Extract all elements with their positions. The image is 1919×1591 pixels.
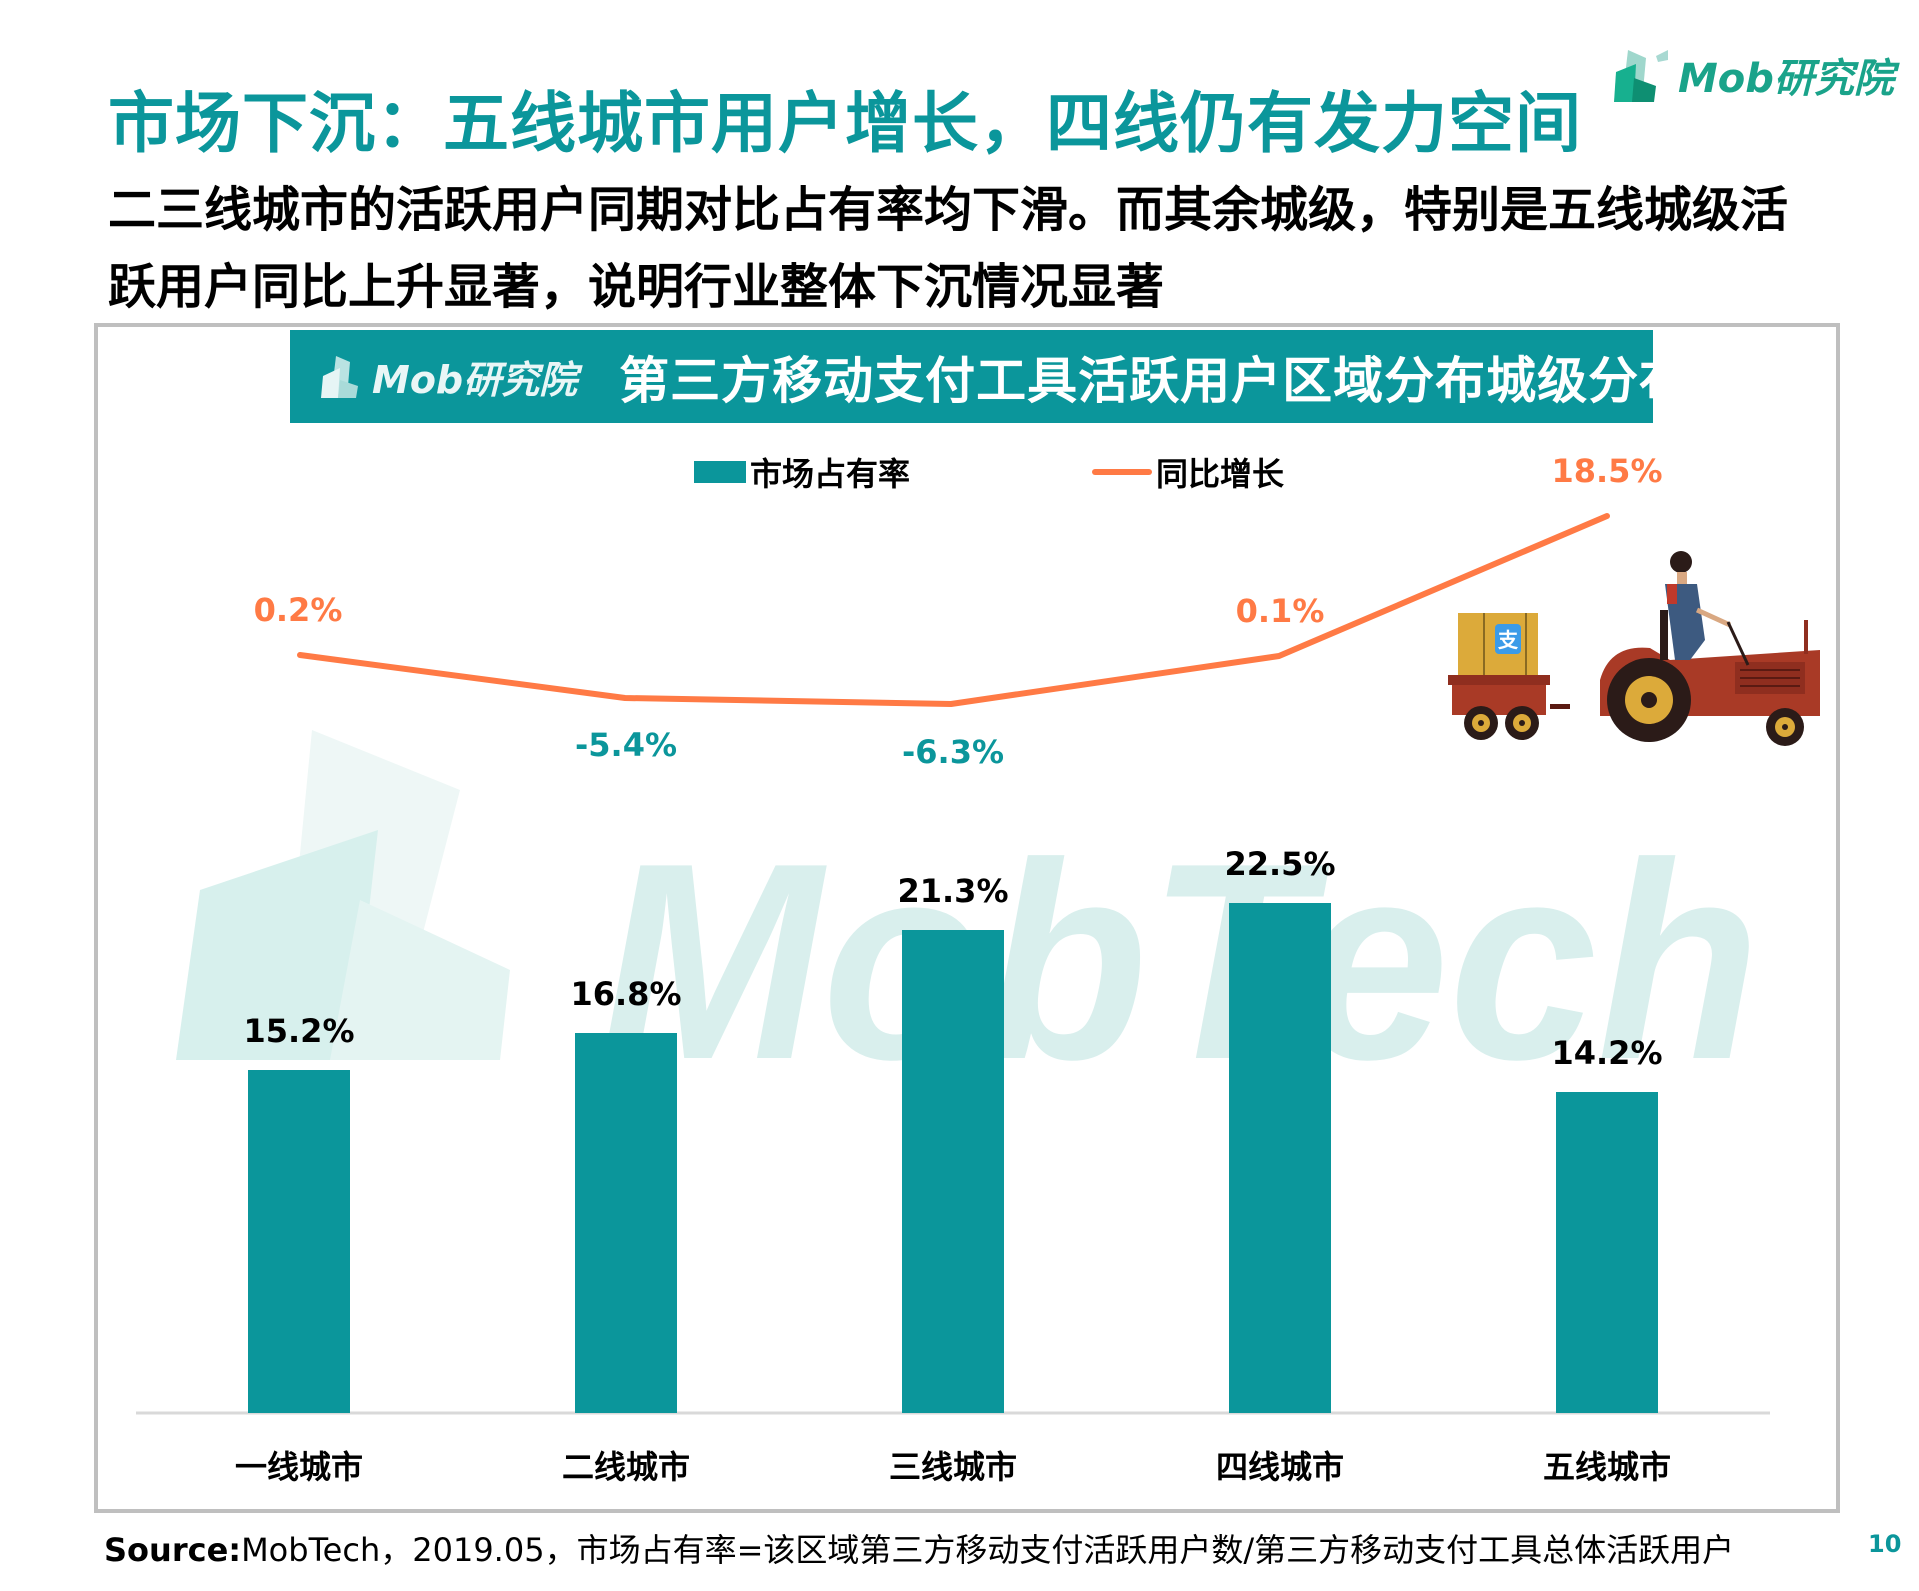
svg-text:支: 支	[1498, 628, 1519, 652]
legend-bar-swatch-icon	[694, 461, 746, 483]
growth-label-tier2: -5.4%	[575, 726, 677, 764]
tractor-illustration-icon: 支	[1448, 551, 1820, 746]
bar-label-tier4: 22.5%	[1224, 845, 1335, 883]
source-note: Source:MobTech，2019.05，市场占有率=该区域第三方移动支付活…	[104, 1525, 1734, 1571]
chart-banner-brand: Mob研究院	[320, 349, 577, 404]
bar-tier4	[1229, 903, 1331, 1413]
source-text: MobTech，2019.05，市场占有率=该区域第三方移动支付活跃用户数/第三…	[241, 1531, 1735, 1569]
category-label-tier3: 三线城市	[889, 1448, 1017, 1486]
page-title: 市场下沉：五线城市用户增长，四线仍有发力空间	[108, 85, 1582, 162]
category-label-tier4: 四线城市	[1216, 1448, 1344, 1486]
brand-name: Mob研究院	[1678, 56, 1894, 102]
bar-label-tier3: 21.3%	[897, 872, 1008, 910]
watermark-logo-icon	[176, 730, 510, 1060]
bar-tier1	[248, 1070, 350, 1413]
growth-line	[297, 513, 1610, 707]
chart-title: 第三方移动支付工具活跃用户区域分布城级分布	[619, 351, 1691, 410]
bar-label-tier5: 14.2%	[1551, 1034, 1662, 1072]
brand-logo: Mob研究院	[1612, 40, 1894, 110]
alipay-icon	[1495, 624, 1521, 654]
growth-label-tier4: 0.1%	[1236, 592, 1325, 630]
growth-label-tier5: 18.5%	[1551, 452, 1662, 490]
legend-item-yoy-growth: 同比增长	[1092, 452, 1285, 493]
source-label: Source:	[104, 1531, 242, 1569]
bar-series	[248, 903, 1658, 1413]
legend-line-swatch-icon	[1092, 469, 1152, 475]
page-number: 10	[1868, 1530, 1902, 1558]
subtitle: 二三线城市的活跃用户同期对比占有率均下滑。而其余城级，特别是五线城级活跃用户同比…	[108, 182, 1789, 315]
bar-tier5	[1556, 1092, 1658, 1413]
category-label-tier2: 二线城市	[562, 1448, 690, 1486]
legend-label-market-share: 市场占有率	[750, 455, 911, 493]
growth-label-tier3: -6.3%	[902, 733, 1004, 771]
bar-tier3	[902, 930, 1004, 1413]
watermark-text: MobTech	[600, 806, 1760, 1118]
chart-title-banner: Mob研究院 第三方移动支付工具活跃用户区域分布城级分布	[290, 330, 1689, 423]
category-label-tier1: 一线城市	[235, 1448, 363, 1486]
legend-label-yoy-growth: 同比增长	[1156, 455, 1285, 493]
bar-label-tier2: 16.8%	[570, 975, 681, 1013]
bar-label-tier1: 15.2%	[243, 1012, 354, 1050]
growth-label-tier1: 0.2%	[254, 591, 343, 629]
building-logo-icon	[321, 355, 358, 398]
category-label-tier5: 五线城市	[1543, 1448, 1671, 1486]
legend-item-market-share: 市场占有率	[694, 452, 911, 493]
chart-banner-brand-name: Mob研究院	[372, 358, 578, 402]
bar-tier2	[575, 1033, 677, 1413]
building-logo-icon	[1614, 50, 1668, 102]
